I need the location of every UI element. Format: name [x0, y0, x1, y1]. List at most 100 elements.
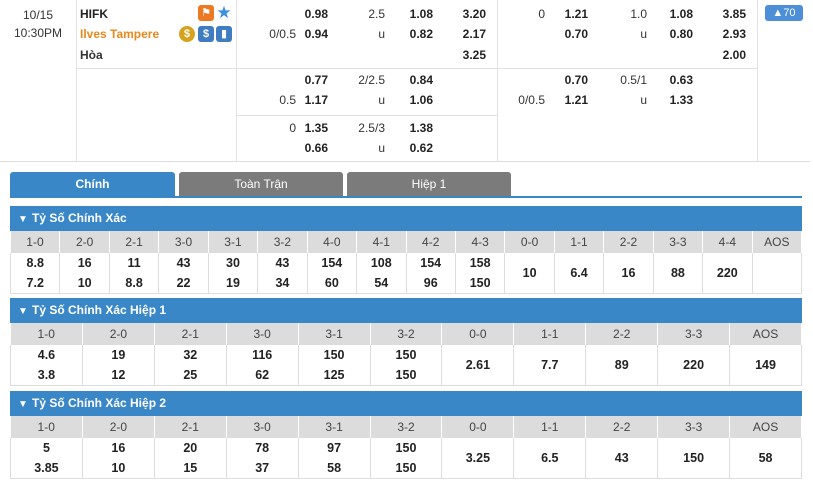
- ou-under-odds[interactable]: 0.82: [409, 27, 433, 41]
- ou-under-odds[interactable]: 1.06: [409, 93, 433, 107]
- ah-away-odds[interactable]: 0.66: [304, 141, 328, 155]
- home-odds[interactable]: 78: [255, 441, 270, 455]
- away-odds[interactable]: 37: [255, 461, 270, 475]
- score-odds-pair[interactable]: 11 8.8: [108, 253, 160, 294]
- ou-over-odds[interactable]: 1.38: [409, 121, 433, 135]
- score-odds[interactable]: 150: [657, 438, 731, 479]
- score-odds[interactable]: 220: [657, 345, 731, 386]
- 1x2-away-odds[interactable]: 2.17: [462, 27, 486, 41]
- home-odds[interactable]: 150: [395, 348, 417, 362]
- coin-icon[interactable]: $: [179, 26, 195, 42]
- away-odds[interactable]: 58: [327, 461, 342, 475]
- ah-away-odds[interactable]: 1.17: [304, 93, 328, 107]
- home-odds[interactable]: 32: [183, 348, 198, 362]
- score-odds-pair[interactable]: 108 54: [356, 253, 407, 294]
- away-odds[interactable]: 10: [111, 461, 126, 475]
- ou-under-odds[interactable]: 0.62: [409, 141, 433, 155]
- home-odds[interactable]: 16: [111, 441, 126, 455]
- score-odds-pair[interactable]: 43 22: [158, 253, 209, 294]
- stats-chart-icon[interactable]: ▮: [216, 26, 232, 42]
- home-team[interactable]: HIFK: [80, 7, 108, 21]
- home-odds[interactable]: 19: [111, 348, 126, 362]
- score-odds-pair[interactable]: 16 10: [59, 253, 110, 294]
- half-ah-home-odds[interactable]: 1.21: [564, 7, 588, 21]
- score-odds[interactable]: 220: [702, 253, 753, 294]
- home-odds[interactable]: 30: [226, 256, 240, 270]
- half-ah-away-odds[interactable]: 0.70: [564, 27, 588, 41]
- home-odds[interactable]: 11: [127, 256, 141, 270]
- score-odds-pair[interactable]: 5 3.85: [10, 438, 83, 479]
- lineup-icon[interactable]: ⚑: [198, 5, 214, 21]
- score-odds[interactable]: [751, 253, 803, 294]
- away-odds[interactable]: 150: [395, 368, 417, 382]
- half-1x2-away-odds[interactable]: 2.93: [722, 27, 746, 41]
- away-odds[interactable]: 19: [226, 276, 240, 290]
- ah-home-odds[interactable]: 0.98: [304, 7, 328, 21]
- away-odds[interactable]: 3.8: [37, 368, 56, 382]
- away-odds[interactable]: 96: [423, 276, 438, 290]
- score-odds-pair[interactable]: 30 19: [207, 253, 259, 294]
- score-odds-pair[interactable]: 43 34: [257, 253, 308, 294]
- score-odds[interactable]: 3.25: [441, 438, 515, 479]
- ou-over-odds[interactable]: 0.84: [409, 73, 433, 87]
- section-header-correct-score-half1[interactable]: ▼ Tỷ Số Chính Xác Hiệp 1: [10, 298, 802, 323]
- away-odds[interactable]: 60: [324, 276, 339, 290]
- home-odds[interactable]: 154: [420, 256, 442, 270]
- home-odds[interactable]: 5: [42, 441, 50, 455]
- half-1x2-home-odds[interactable]: 3.85: [722, 7, 746, 21]
- away-odds[interactable]: 12: [111, 368, 126, 382]
- score-odds-pair[interactable]: 19 12: [81, 345, 155, 386]
- home-odds[interactable]: 8.8: [26, 256, 44, 270]
- score-odds[interactable]: 149: [729, 345, 802, 386]
- score-odds[interactable]: 43: [585, 438, 659, 479]
- away-odds[interactable]: 150: [469, 276, 491, 290]
- section-header-correct-score-half2[interactable]: ▼ Tỷ Số Chính Xác Hiệp 2: [10, 391, 802, 416]
- half-1x2-draw-odds[interactable]: 2.00: [722, 48, 746, 62]
- score-odds[interactable]: 16: [603, 253, 654, 294]
- half-ou-under-odds[interactable]: 1.33: [669, 93, 693, 107]
- favorite-star-icon[interactable]: ★: [216, 3, 232, 22]
- home-odds[interactable]: 16: [77, 256, 92, 270]
- home-odds[interactable]: 154: [321, 256, 343, 270]
- score-odds-pair[interactable]: 97 58: [297, 438, 371, 479]
- tab-first-half[interactable]: Hiệp 1: [347, 172, 511, 196]
- score-odds-pair[interactable]: 116 62: [225, 345, 299, 386]
- half-ah-home-odds[interactable]: 0.70: [564, 73, 588, 87]
- score-odds-pair[interactable]: 154 60: [306, 253, 358, 294]
- home-odds[interactable]: 97: [327, 441, 342, 455]
- tab-main[interactable]: Chính: [10, 172, 175, 196]
- home-odds[interactable]: 150: [323, 348, 345, 362]
- score-odds[interactable]: 58: [729, 438, 802, 479]
- away-odds[interactable]: 25: [183, 368, 198, 382]
- ou-over-odds[interactable]: 1.08: [409, 7, 433, 21]
- ah-away-odds[interactable]: 0.94: [304, 27, 328, 41]
- away-odds[interactable]: 15: [183, 461, 198, 475]
- score-odds[interactable]: 10: [504, 253, 555, 294]
- ah-home-odds[interactable]: 1.35: [304, 121, 328, 135]
- score-odds-pair[interactable]: 20 15: [153, 438, 227, 479]
- more-markets-badge[interactable]: ▲70: [765, 5, 803, 21]
- half-ou-over-odds[interactable]: 1.08: [669, 7, 693, 21]
- half-ou-under-odds[interactable]: 0.80: [669, 27, 693, 41]
- score-odds-pair[interactable]: 158 150: [454, 253, 506, 294]
- home-odds[interactable]: 4.6: [37, 348, 56, 362]
- score-odds-pair[interactable]: 150 150: [369, 438, 443, 479]
- score-odds-pair[interactable]: 16 10: [81, 438, 155, 479]
- score-odds-pair[interactable]: 8.8 7.2: [9, 253, 61, 294]
- away-odds[interactable]: 8.8: [125, 276, 143, 290]
- home-odds[interactable]: 158: [469, 256, 491, 270]
- home-odds[interactable]: 108: [370, 256, 392, 270]
- home-odds[interactable]: 116: [252, 348, 273, 362]
- score-odds[interactable]: 6.5: [513, 438, 587, 479]
- home-odds[interactable]: 43: [176, 256, 191, 270]
- away-odds[interactable]: 7.2: [26, 276, 44, 290]
- score-odds[interactable]: 88: [652, 253, 704, 294]
- away-odds[interactable]: 150: [395, 461, 417, 475]
- score-odds[interactable]: 6.4: [553, 253, 605, 294]
- away-team[interactable]: Ilves Tampere: [80, 27, 160, 41]
- score-odds-pair[interactable]: 78 37: [225, 438, 299, 479]
- away-odds[interactable]: 62: [255, 368, 270, 382]
- away-odds[interactable]: 125: [323, 368, 345, 382]
- home-odds[interactable]: 20: [183, 441, 198, 455]
- home-odds[interactable]: 43: [275, 256, 290, 270]
